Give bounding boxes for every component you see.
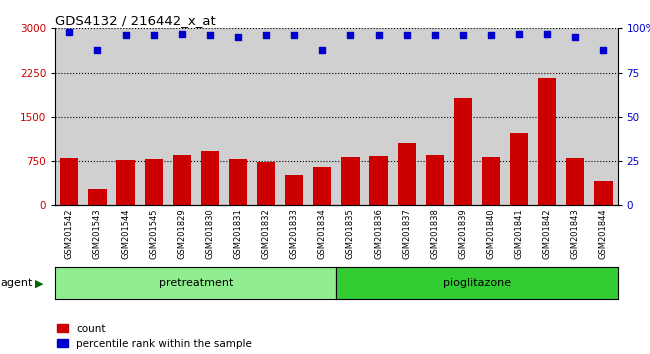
Point: [598, 47, 608, 52]
Point: [430, 33, 440, 38]
Legend: count, percentile rank within the sample: count, percentile rank within the sample: [57, 324, 252, 349]
Point: [261, 33, 271, 38]
Point: [205, 33, 215, 38]
Bar: [538, 79, 556, 205]
Point: [570, 34, 580, 40]
Point: [64, 29, 75, 35]
Point: [177, 31, 187, 36]
Point: [345, 33, 356, 38]
Bar: [60, 158, 79, 205]
Point: [458, 33, 468, 38]
Point: [120, 33, 131, 38]
Text: pioglitazone: pioglitazone: [443, 278, 511, 288]
Text: agent: agent: [1, 278, 33, 288]
Point: [542, 31, 552, 36]
Point: [373, 33, 384, 38]
Point: [233, 34, 243, 40]
Bar: [285, 175, 304, 205]
Bar: [313, 167, 332, 205]
Point: [317, 47, 328, 52]
Bar: [144, 159, 162, 205]
Bar: [229, 159, 247, 205]
Point: [486, 33, 496, 38]
Text: pretreatment: pretreatment: [159, 278, 233, 288]
Bar: [594, 181, 612, 205]
Point: [402, 33, 412, 38]
Bar: [116, 160, 135, 205]
Bar: [482, 157, 500, 205]
Point: [289, 33, 300, 38]
Bar: [369, 156, 387, 205]
Bar: [426, 155, 444, 205]
Bar: [566, 158, 584, 205]
Bar: [173, 155, 191, 205]
Bar: [257, 162, 275, 205]
Bar: [201, 151, 219, 205]
Text: GDS4132 / 216442_x_at: GDS4132 / 216442_x_at: [55, 14, 216, 27]
Point: [514, 31, 525, 36]
Point: [92, 47, 103, 52]
Bar: [454, 98, 472, 205]
Bar: [510, 133, 528, 205]
Text: ▶: ▶: [35, 278, 44, 288]
Bar: [88, 189, 107, 205]
Bar: [341, 157, 359, 205]
Point: [148, 33, 159, 38]
Bar: [398, 143, 416, 205]
